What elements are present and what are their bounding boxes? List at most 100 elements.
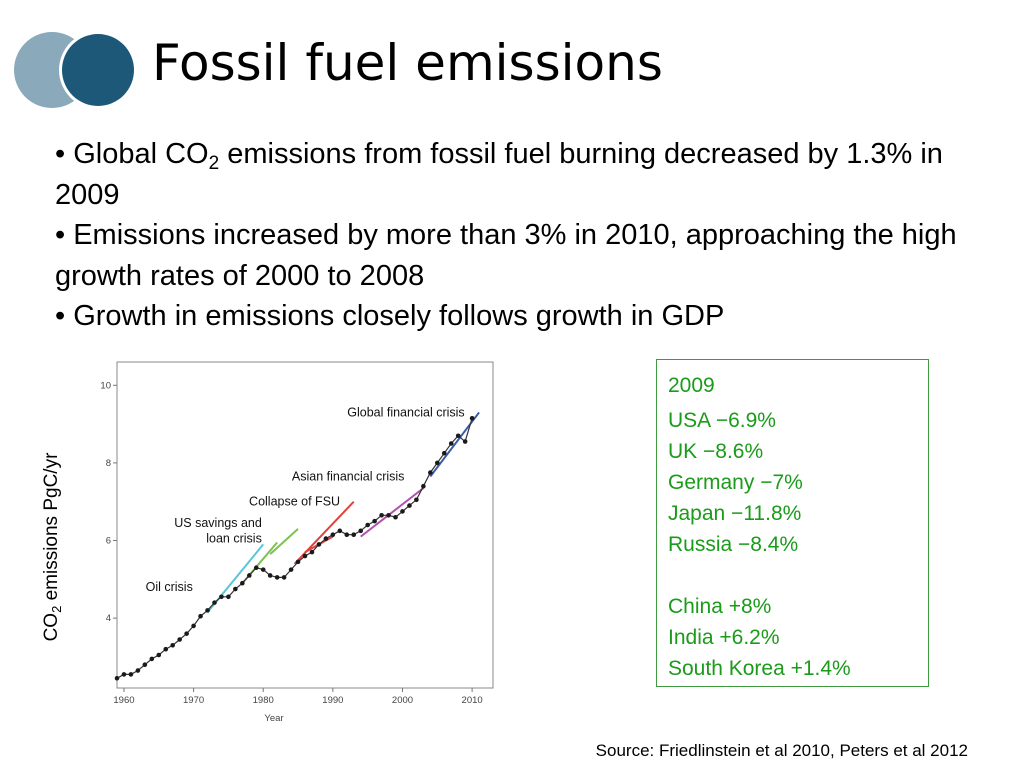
subscript: 2 xyxy=(208,153,220,174)
y-axis-label: CO2 emissions PgC/yr xyxy=(38,431,66,663)
chart-annotation: US savings and xyxy=(174,516,262,530)
data-point xyxy=(253,565,259,570)
data-point xyxy=(240,580,245,586)
data-point xyxy=(365,522,370,528)
data-point xyxy=(135,668,141,673)
data-point xyxy=(156,652,162,658)
data-point xyxy=(386,512,391,518)
data-point xyxy=(309,549,315,555)
y-axis-label-text: CO xyxy=(41,612,62,642)
data-point xyxy=(260,567,266,572)
x-axis-title: Year xyxy=(264,713,283,724)
data-point xyxy=(219,594,224,600)
chart-annotation: Asian financial crisis xyxy=(292,469,405,483)
bullet-emissions-increase: • Emissions increased by more than 3% in… xyxy=(55,219,957,292)
data-point xyxy=(184,631,189,636)
data-point xyxy=(142,662,148,668)
emissions-line xyxy=(116,418,473,679)
logo-circles xyxy=(14,32,137,108)
data-point xyxy=(393,514,398,520)
data-point xyxy=(455,433,461,439)
data-point xyxy=(177,637,182,642)
country-change-india: India +6.2% xyxy=(668,626,780,649)
data-point xyxy=(428,470,433,475)
data-point xyxy=(191,623,196,629)
bullet-list: • Global CO2 emissions from fossil fuel … xyxy=(55,134,1005,337)
y-tick-label: 10 xyxy=(100,380,111,391)
data-point xyxy=(267,573,273,578)
x-tick-label: 1990 xyxy=(322,695,343,706)
country-change-uk: UK −8.6% xyxy=(668,440,764,463)
data-point xyxy=(407,503,412,508)
spacer xyxy=(668,560,928,591)
data-point xyxy=(288,567,294,572)
chart-annotation: loan crisis xyxy=(206,531,262,545)
plot-frame xyxy=(116,361,494,689)
data-point xyxy=(441,450,447,456)
data-point xyxy=(414,497,419,503)
data-point xyxy=(295,559,301,565)
trend-line xyxy=(269,528,299,555)
bullet-text: • Global CO xyxy=(55,138,209,170)
data-point xyxy=(246,573,252,578)
data-point xyxy=(330,532,336,538)
y-axis-label-text: emissions PgC/yr xyxy=(41,452,62,606)
data-point xyxy=(358,528,364,534)
x-tick-label: 1960 xyxy=(113,695,134,706)
country-change-usa: USA −6.9% xyxy=(668,409,776,432)
y-tick-label: 8 xyxy=(106,458,111,469)
data-point xyxy=(351,532,357,538)
y-tick-label: 4 xyxy=(106,613,111,624)
chart-annotation: Oil crisis xyxy=(146,580,193,594)
data-point xyxy=(400,509,405,514)
data-point xyxy=(212,600,217,605)
data-point xyxy=(434,460,440,466)
emissions-chart: 1960 1970 1980 1990 2000 2010 4 6 8 10 Year Global … xyxy=(100,361,494,724)
chart-annotation: Collapse of FSU xyxy=(249,495,340,509)
x-tick-label: 2010 xyxy=(462,695,483,706)
country-change-south-korea: South Korea +1.4% xyxy=(668,657,851,680)
country-change-russia: Russia −8.4% xyxy=(668,533,799,556)
data-point xyxy=(233,586,238,592)
info-box-year: 2009 xyxy=(668,374,715,397)
data-point xyxy=(302,553,308,559)
country-change-china: China +8% xyxy=(668,595,772,618)
country-change-germany: Germany −7% xyxy=(668,471,803,494)
slide-title: Fossil fuel emissions xyxy=(152,34,663,92)
source-citation: Source: Friedlinstein et al 2010, Peters… xyxy=(595,741,968,760)
data-point xyxy=(372,518,377,524)
trend-line xyxy=(293,501,355,565)
chart-annotation: Global financial crisis xyxy=(347,405,464,419)
data-point xyxy=(337,528,343,534)
trend-line xyxy=(360,487,424,538)
trend-line xyxy=(429,411,480,478)
data-point xyxy=(469,415,475,421)
data-point xyxy=(462,439,468,444)
data-point xyxy=(121,672,127,677)
data-point xyxy=(323,536,329,541)
data-point xyxy=(316,542,322,547)
bullet-text: emissions from fossil fuel burning decre… xyxy=(55,138,943,211)
data-point xyxy=(163,646,169,652)
data-point xyxy=(128,672,134,677)
data-point xyxy=(226,594,231,600)
data-point xyxy=(421,483,426,489)
data-point xyxy=(198,613,203,619)
data-point xyxy=(379,512,384,518)
data-point xyxy=(170,643,176,648)
data-point xyxy=(448,441,454,446)
bullet-global-emissions: • Global CO2 emissions from fossil fuel … xyxy=(55,134,1005,215)
data-point xyxy=(281,575,287,580)
country-changes-box: 2009 USA −6.9% UK −8.6% Germany −7% Japa… xyxy=(656,359,929,687)
bullet-gdp-growth: • Growth in emissions closely follows gr… xyxy=(55,300,725,332)
y-tick-label: 6 xyxy=(106,536,111,547)
data-point xyxy=(149,656,155,662)
x-tick-label: 1980 xyxy=(253,695,274,706)
data-point xyxy=(344,532,350,538)
logo-circle-dark xyxy=(62,34,134,106)
data-point xyxy=(114,675,120,681)
x-tick-label: 2000 xyxy=(392,695,413,706)
data-point xyxy=(274,575,280,580)
country-change-japan: Japan −11.8% xyxy=(668,502,802,525)
data-point xyxy=(205,608,210,613)
